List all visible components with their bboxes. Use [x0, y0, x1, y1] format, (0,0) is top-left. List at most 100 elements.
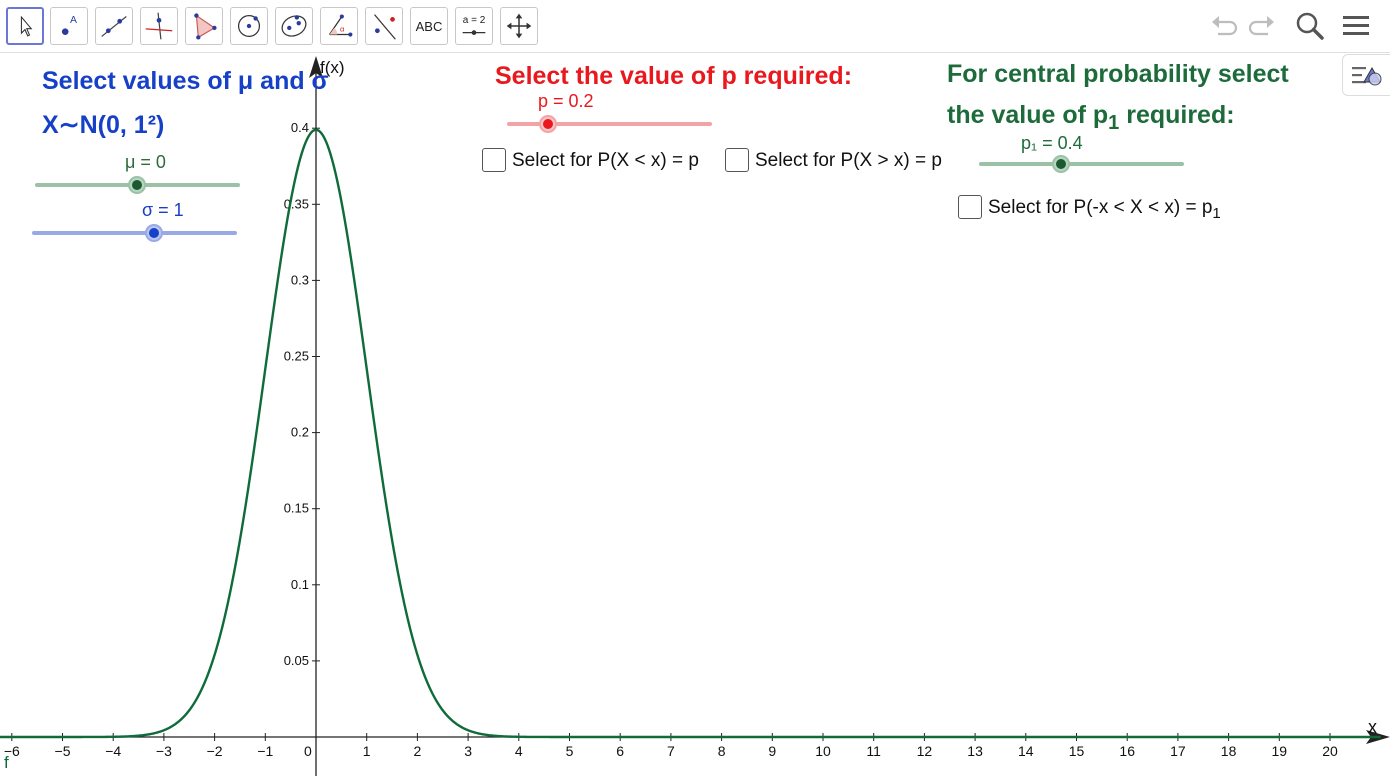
- checkbox-p-greater-label: Select for P(X > x) = p: [755, 150, 942, 171]
- checkbox-central-label-sub: 1: [1212, 204, 1221, 222]
- x-tick-label: 2: [414, 743, 422, 759]
- ellipse-tool-button[interactable]: [275, 7, 313, 45]
- x-tick-label: 13: [967, 743, 983, 759]
- y-tick-label: 0.4: [291, 120, 309, 135]
- graphics-view[interactable]: −6 −5 −4 −3 −2 −1 1 2 3 4 5 6 7 8 9 10 11 12 13 14 15 16 17 18 1…: [0, 53, 1390, 776]
- point-tool-button[interactable]: A: [50, 7, 88, 45]
- x-axis-label: x: [1368, 717, 1377, 737]
- svg-text:α: α: [340, 25, 345, 34]
- p-panel-title: Select the value of p required:: [495, 62, 853, 90]
- undo-button[interactable]: [1208, 10, 1240, 42]
- x-tick-label: −6: [4, 743, 20, 759]
- x-tick-label: 7: [667, 743, 675, 759]
- slider-tool-icon: [462, 30, 486, 35]
- slider-tool-button[interactable]: a = 2: [455, 7, 493, 45]
- menu-icon: [1343, 16, 1369, 35]
- mu-slider-label: μ = 0: [125, 152, 166, 172]
- x-tick-label: 3: [464, 743, 472, 759]
- checkbox-central-label-text: Select for P(-x < X < x) = p: [988, 197, 1213, 218]
- normal-curve[interactable]: [0, 128, 1381, 739]
- p1-slider-track: [979, 162, 1184, 166]
- distribution-label: X∼N(0, 1²): [42, 111, 165, 139]
- x-tick-label: 18: [1221, 743, 1237, 759]
- central-subtitle-prefix: the value of p: [947, 101, 1109, 129]
- move-tool-icon: [20, 15, 33, 37]
- sigma-slider[interactable]: [32, 224, 237, 242]
- x-tick-label: 6: [616, 743, 624, 759]
- mu-sigma-title: Select values of μ and σ: [42, 67, 329, 95]
- p-slider-label: p = 0.2: [538, 91, 594, 111]
- line-tool-button[interactable]: [95, 7, 133, 45]
- redo-icon: [1248, 16, 1274, 36]
- circle-tool-icon: [237, 14, 261, 38]
- x-tick-label: 12: [917, 743, 933, 759]
- x-tick-label: −2: [207, 743, 223, 759]
- y-tick-label: 0.15: [284, 501, 309, 516]
- y-axis-label: f(x): [320, 58, 345, 77]
- central-subtitle-sub: 1: [1108, 112, 1120, 134]
- perpendicular-line-tool-button[interactable]: [140, 7, 178, 45]
- reflect-tool-icon: [374, 14, 396, 40]
- x-tick-label: −3: [156, 743, 172, 759]
- sigma-slider-label: σ = 1: [142, 200, 184, 220]
- y-tick-label: 0.2: [291, 425, 309, 440]
- mu-slider-handle[interactable]: [130, 178, 144, 192]
- move-graphics-view-tool-icon: [506, 13, 532, 39]
- x-tick-label: 20: [1322, 743, 1338, 759]
- p1-slider-handle[interactable]: [1054, 157, 1068, 171]
- sigma-slider-handle[interactable]: [147, 226, 161, 240]
- move-tool-button[interactable]: [6, 7, 44, 45]
- origin-label: 0: [304, 743, 312, 759]
- p1-slider-label: p₁ = 0.4: [1021, 133, 1083, 153]
- redo-button[interactable]: [1246, 10, 1278, 42]
- menu-button[interactable]: [1340, 10, 1372, 42]
- central-panel-title: For central probability select: [947, 60, 1289, 88]
- toolbar: A α ABC a = 2: [0, 0, 1390, 53]
- checkbox-central[interactable]: [958, 195, 982, 219]
- x-tick-label: 15: [1069, 743, 1085, 759]
- central-panel-subtitle: the value of p1 required:: [947, 101, 1235, 135]
- y-tick-label: 0.25: [284, 349, 309, 364]
- x-tick-label: 9: [768, 743, 776, 759]
- axis-ticks: −6 −5 −4 −3 −2 −1 1 2 3 4 5 6 7 8 9 10 11 12 13 14 15 16 17 18 1…: [4, 120, 1338, 759]
- perpendicular-line-tool-icon: [145, 12, 173, 40]
- polygon-tool-button[interactable]: [185, 7, 223, 45]
- svg-text:A: A: [70, 15, 77, 26]
- x-tick-label: 4: [515, 743, 523, 759]
- move-graphics-view-tool-button[interactable]: [500, 7, 538, 45]
- style-bar-toggle[interactable]: [1342, 54, 1390, 96]
- angle-tool-button[interactable]: α: [320, 7, 358, 45]
- angle-tool-icon: α: [329, 14, 353, 37]
- x-tick-label: 1: [363, 743, 371, 759]
- p-slider-track: [507, 122, 712, 126]
- search-icon: [1296, 12, 1324, 40]
- y-tick-label: 0.05: [284, 653, 309, 668]
- y-axis-arrow: [309, 56, 323, 78]
- y-tick-label: 0.1: [291, 577, 309, 592]
- undo-icon: [1212, 16, 1238, 36]
- polygon-tool-icon: [194, 13, 217, 40]
- y-tick-label: 0.3: [291, 272, 309, 287]
- slider-tool-label: a = 2: [462, 15, 486, 26]
- p-slider[interactable]: [507, 115, 712, 133]
- x-tick-label: 16: [1119, 743, 1135, 759]
- checkbox-p-less[interactable]: [482, 148, 506, 172]
- text-tool-button[interactable]: ABC: [410, 7, 448, 45]
- x-tick-label: 11: [866, 743, 881, 759]
- checkbox-p-greater[interactable]: [725, 148, 749, 172]
- x-tick-label: 14: [1018, 743, 1034, 759]
- central-subtitle-suffix: required:: [1119, 101, 1235, 129]
- p-slider-handle[interactable]: [541, 117, 555, 131]
- mu-slider[interactable]: [35, 176, 240, 194]
- checkbox-p-less-label: Select for P(X < x) = p: [512, 150, 699, 171]
- x-tick-label: 8: [718, 743, 726, 759]
- circle-tool-button[interactable]: [230, 7, 268, 45]
- search-button[interactable]: [1294, 10, 1326, 42]
- style-bar-icon: [1352, 66, 1382, 86]
- x-tick-label: −5: [55, 743, 71, 759]
- reflect-tool-button[interactable]: [365, 7, 403, 45]
- p1-slider[interactable]: [979, 155, 1184, 173]
- checkbox-central-label: Select for P(-x < X < x) = p1: [988, 197, 1221, 222]
- x-tick-label: −1: [257, 743, 273, 759]
- function-label: f: [4, 753, 9, 772]
